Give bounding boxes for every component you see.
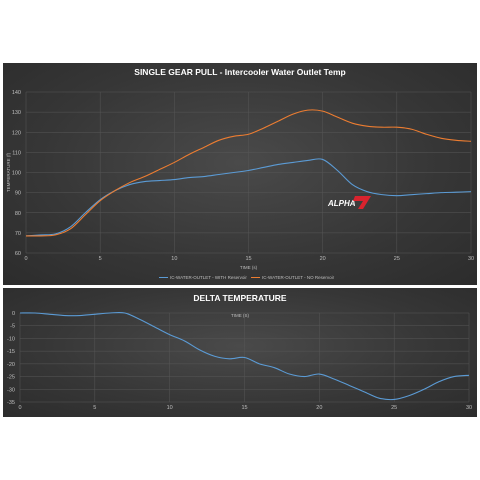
y-tick-label: 80 <box>15 211 21 217</box>
y-tick-label: 110 <box>12 150 21 156</box>
temperature-chart: SINGLE GEAR PULL - Intercooler Water Out… <box>6 67 474 280</box>
x-tick-label: 5 <box>99 256 102 262</box>
x-tick-label: 25 <box>394 256 400 262</box>
legend-label-with-reservoir: IC-WATER-OUTLET - WITH Reservoir <box>170 275 247 280</box>
chart-panel-temperature: SINGLE GEAR PULL - Intercooler Water Out… <box>3 63 477 285</box>
y-tick-label: -25 <box>7 375 15 381</box>
x-tick-label: 15 <box>241 405 247 411</box>
x-axis-label: TIME (s) <box>240 265 258 270</box>
y-tick-label: 70 <box>15 231 21 237</box>
x-tick-label: 15 <box>245 256 251 262</box>
grid <box>19 312 470 403</box>
x-tick-label: 25 <box>391 405 397 411</box>
x-tick-labels: 0 5 10 15 20 25 30 <box>24 256 474 262</box>
x-tick-label: 10 <box>167 405 173 411</box>
grid <box>25 91 472 254</box>
x-tick-label: 0 <box>18 405 21 411</box>
x-tick-label: 20 <box>320 256 326 262</box>
y-tick-label: 100 <box>12 171 21 177</box>
y-tick-label: 140 <box>12 90 21 96</box>
chart-panel-delta: DELTA TEMPERATURE TIME (S) 0 -5 -10 -15 -20 -… <box>3 288 477 417</box>
x-tick-label: 0 <box>24 256 27 262</box>
y-tick-label: -5 <box>10 324 15 330</box>
y-tick-label: -20 <box>7 362 15 368</box>
delta-chart: DELTA TEMPERATURE TIME (S) 0 -5 -10 -15 -20 -… <box>7 293 472 411</box>
y-tick-label: -35 <box>7 400 15 406</box>
legend-label-no-reservoir: IC-WATER-OUTLET - NO Reservoir <box>262 275 335 280</box>
alpha-logo: ALPHA <box>327 196 371 209</box>
series-line-ic-water-outlet-no-reservoir <box>25 109 472 237</box>
series-lines <box>25 109 472 237</box>
logo-mark-icon <box>353 196 371 209</box>
x-tick-label: 30 <box>468 256 474 262</box>
x-tick-labels: 0 5 10 15 20 25 30 <box>18 405 472 411</box>
legend: IC-WATER-OUTLET - WITH Reservoir IC-WATE… <box>159 275 335 280</box>
y-tick-label: -30 <box>7 387 15 393</box>
y-tick-label: 0 <box>12 311 15 317</box>
y-tick-label: 130 <box>12 110 21 116</box>
series-line-delta <box>19 311 470 401</box>
logo-text: ALPHA <box>327 199 356 208</box>
series-lines <box>19 311 470 401</box>
y-tick-label: -10 <box>7 336 15 342</box>
y-tick-label: 120 <box>12 130 21 136</box>
y-axis-label: TEMPERATURE (f) <box>6 152 11 192</box>
y-tick-label: 90 <box>15 191 21 197</box>
y-tick-labels: 0 -5 -10 -15 -20 -25 -30 -35 <box>7 311 15 406</box>
chart-title: DELTA TEMPERATURE <box>193 293 287 303</box>
y-tick-label: -15 <box>7 349 15 355</box>
x-axis-label: TIME (S) <box>231 313 249 318</box>
chart-title: SINGLE GEAR PULL - Intercooler Water Out… <box>134 67 345 77</box>
x-tick-label: 10 <box>171 256 177 262</box>
x-tick-label: 30 <box>466 405 472 411</box>
y-tick-labels: 60 70 80 90 100 110 120 130 140 <box>12 90 21 257</box>
x-tick-label: 5 <box>93 405 96 411</box>
series-line-ic-water-outlet-with-reservoir <box>25 158 472 237</box>
x-tick-label: 20 <box>316 405 322 411</box>
y-tick-label: 60 <box>15 251 21 257</box>
